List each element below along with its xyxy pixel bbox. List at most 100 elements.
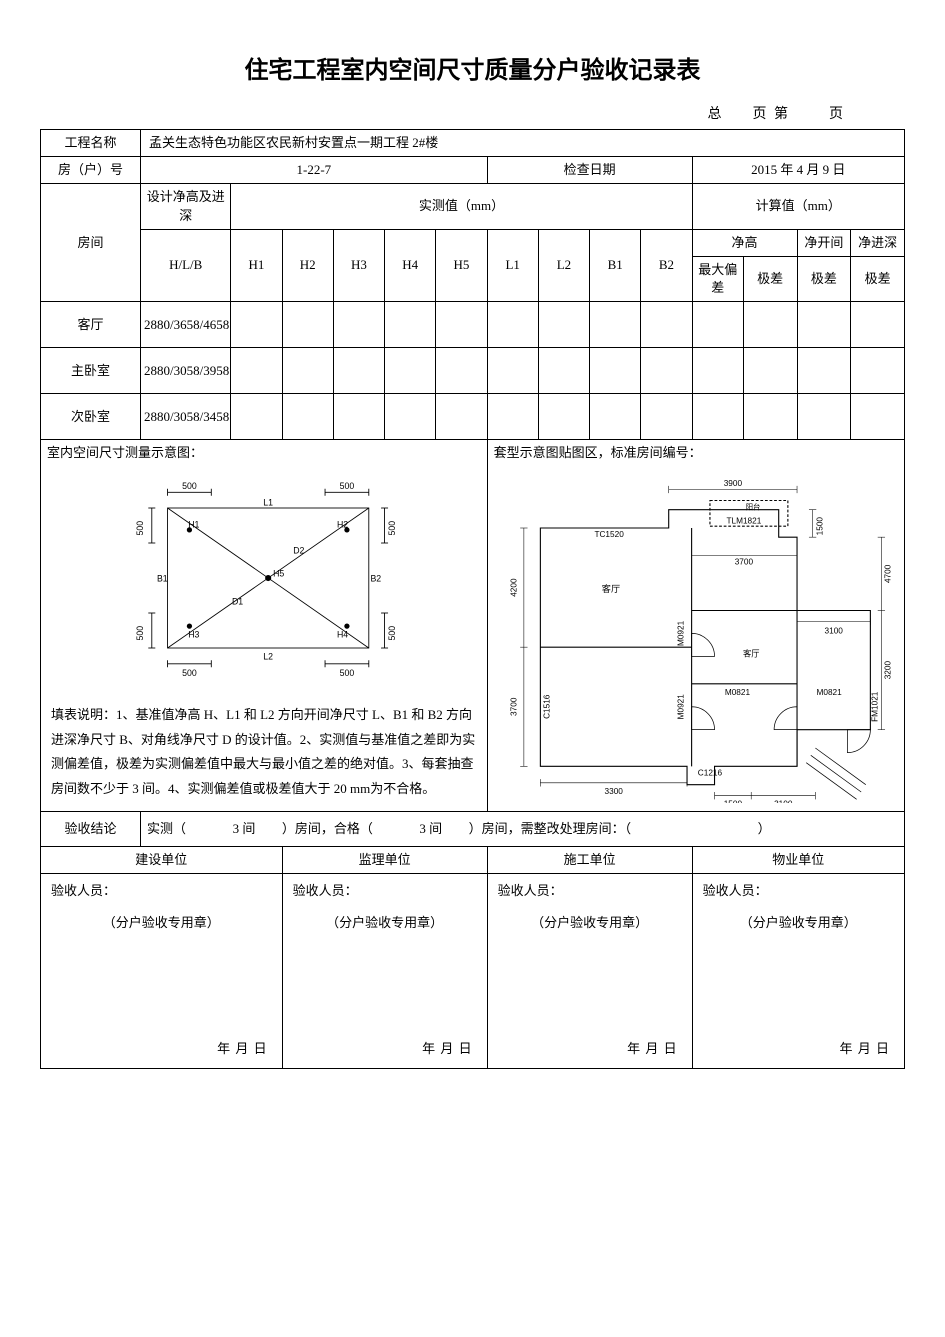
label-unit: 房（户）号 <box>41 157 141 184</box>
unit-property: 物业单位 <box>692 846 904 873</box>
col-jg: 净高 <box>692 229 797 256</box>
svg-text:C1216: C1216 <box>697 768 722 777</box>
svg-text:H2: H2 <box>337 519 348 529</box>
svg-text:500: 500 <box>340 480 355 490</box>
svg-text:D1: D1 <box>232 596 243 606</box>
fill-note: 填表说明：1、基准值净高 H、L1 和 L2 方向开间净尺寸 L、B1 和 B2… <box>41 694 488 811</box>
room-design: 2880/3058/3458 <box>141 394 231 440</box>
sign-constructor: 验收人员： （分户验收专用章） 年 月 日 <box>487 873 692 1068</box>
sign-builder: 验收人员： （分户验收专用章） 年 月 日 <box>41 873 283 1068</box>
unit-builder: 建设单位 <box>41 846 283 873</box>
svg-text:500: 500 <box>387 520 397 535</box>
col-h2: H2 <box>282 229 333 302</box>
col-h3: H3 <box>333 229 384 302</box>
svg-text:L2: L2 <box>263 651 273 661</box>
page-title: 住宅工程室内空间尺寸质量分户验收记录表 <box>40 50 905 85</box>
svg-text:阳台: 阳台 <box>745 502 760 511</box>
col-range3: 极差 <box>851 256 905 301</box>
value-project: 孟关生态特色功能区农民新村安置点一期工程 2#楼 <box>141 130 905 157</box>
col-h4: H4 <box>385 229 436 302</box>
svg-text:3200: 3200 <box>883 660 892 679</box>
svg-text:D2: D2 <box>293 545 304 555</box>
col-h1: H1 <box>231 229 282 302</box>
caption-measure-diagram: 室内空间尺寸测量示意图： <box>41 440 488 465</box>
row-header-group: 房间 设计净高及进深 实测值（mm） 计算值（mm） <box>41 184 905 229</box>
row-project: 工程名称 孟关生态特色功能区农民新村安置点一期工程 2#楼 <box>41 130 905 157</box>
row-diagram-captions: 室内空间尺寸测量示意图： 套型示意图贴图区，标准房间编号： <box>41 440 905 465</box>
row-unit-headers: 建设单位 监理单位 施工单位 物业单位 <box>41 846 905 873</box>
svg-text:TC1520: TC1520 <box>594 530 624 539</box>
col-range2: 极差 <box>797 256 851 301</box>
svg-text:500: 500 <box>182 480 197 490</box>
pager: 总 页 第 页 <box>40 103 905 123</box>
label-date: 检查日期 <box>487 157 692 184</box>
svg-text:B2: B2 <box>370 573 381 583</box>
col-l1: L1 <box>487 229 538 302</box>
row-header-cols: H/L/B H1 H2 H3 H4 H5 L1 L2 B1 B2 净高 净开间 … <box>41 229 905 256</box>
svg-text:C1516: C1516 <box>542 694 551 719</box>
col-hlb: H/L/B <box>141 229 231 302</box>
col-b2: B2 <box>641 229 692 302</box>
svg-text:M0821: M0821 <box>816 687 842 696</box>
col-room: 房间 <box>41 184 141 302</box>
row-room-master: 主卧室 2880/3058/3958 <box>41 348 905 394</box>
svg-text:M0821: M0821 <box>724 687 750 696</box>
svg-text:3900: 3900 <box>723 478 742 487</box>
col-calc: 计算值（mm） <box>692 184 904 229</box>
svg-text:500: 500 <box>340 668 355 678</box>
sign-supervisor: 验收人员： （分户验收专用章） 年 月 日 <box>282 873 487 1068</box>
record-table: 工程名称 孟关生态特色功能区农民新村安置点一期工程 2#楼 房（户）号 1-22… <box>40 129 905 1069</box>
row-room-living: 客厅 2880/3658/4658 <box>41 302 905 348</box>
svg-text:H3: H3 <box>188 629 199 639</box>
label-conclusion: 验收结论 <box>41 811 141 846</box>
col-maxdev: 最大偏差 <box>692 256 743 301</box>
svg-text:客厅: 客厅 <box>601 583 619 594</box>
svg-text:3700: 3700 <box>509 697 518 716</box>
col-jk: 净开间 <box>797 229 851 256</box>
svg-text:4200: 4200 <box>509 577 518 596</box>
svg-text:H1: H1 <box>188 519 199 529</box>
svg-text:3100: 3100 <box>774 799 793 802</box>
svg-text:3700: 3700 <box>734 557 753 566</box>
row-conclusion: 验收结论 实测（ 3 间 ）房间，合格（ 3 间 ）房间，需整改处理房间：（ ） <box>41 811 905 846</box>
col-range1: 极差 <box>743 256 797 301</box>
svg-text:TLM1821: TLM1821 <box>726 516 761 525</box>
room-design: 2880/3658/4658 <box>141 302 231 348</box>
floorplan-diagram: 3900 1500 4200 3700 4700 3200 3100 3700 … <box>491 469 901 807</box>
pager-page-label: 页 第 <box>753 107 791 122</box>
svg-text:500: 500 <box>135 625 145 640</box>
row-room-second: 次卧室 2880/3058/3458 <box>41 394 905 440</box>
room-name: 客厅 <box>41 302 141 348</box>
col-b1: B1 <box>590 229 641 302</box>
conclusion-content: 实测（ 3 间 ）房间，合格（ 3 间 ）房间，需整改处理房间：（ ） <box>141 811 905 846</box>
svg-text:M0921: M0921 <box>676 620 685 646</box>
room-design: 2880/3058/3958 <box>141 348 231 394</box>
svg-text:1500: 1500 <box>815 516 824 535</box>
unit-constructor: 施工单位 <box>487 846 692 873</box>
label-project: 工程名称 <box>41 130 141 157</box>
col-measured: 实测值（mm） <box>231 184 692 229</box>
caption-floorplan: 套型示意图贴图区，标准房间编号： <box>487 440 904 465</box>
pager-page-suffix: 页 <box>829 107 845 122</box>
row-signatures: 验收人员： （分户验收专用章） 年 月 日 验收人员： （分户验收专用章） 年 … <box>41 873 905 1068</box>
svg-text:M0921: M0921 <box>676 693 685 719</box>
svg-text:4700: 4700 <box>883 564 892 583</box>
svg-text:3100: 3100 <box>824 626 843 635</box>
svg-text:1500: 1500 <box>723 799 742 802</box>
unit-supervisor: 监理单位 <box>282 846 487 873</box>
svg-text:客厅: 客厅 <box>743 648 760 658</box>
room-name: 次卧室 <box>41 394 141 440</box>
svg-text:H4: H4 <box>337 629 348 639</box>
room-name: 主卧室 <box>41 348 141 394</box>
col-jj: 净进深 <box>851 229 905 256</box>
col-design: 设计净高及进深 <box>141 184 231 229</box>
svg-text:H5: H5 <box>273 568 284 578</box>
pager-total: 总 <box>708 107 724 122</box>
svg-text:FM1021: FM1021 <box>870 691 879 722</box>
svg-text:3300: 3300 <box>604 786 623 795</box>
svg-text:B1: B1 <box>157 573 168 583</box>
row-diagrams: L1 L2 B1 B2 D1 D2 H1 H2 H3 H4 H5 500 500… <box>41 465 905 694</box>
svg-text:500: 500 <box>182 668 197 678</box>
row-unit: 房（户）号 1-22-7 检查日期 2015 年 4 月 9 日 <box>41 157 905 184</box>
sign-property: 验收人员： （分户验收专用章） 年 月 日 <box>692 873 904 1068</box>
